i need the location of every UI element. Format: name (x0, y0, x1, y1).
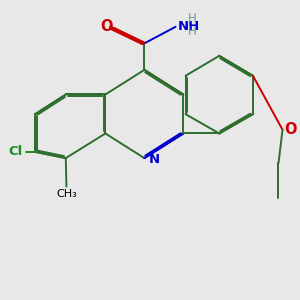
Text: H: H (188, 25, 196, 38)
Text: N: N (148, 153, 159, 166)
Text: O: O (284, 122, 296, 136)
Text: NH: NH (178, 20, 200, 33)
Text: O: O (100, 19, 113, 34)
Text: CH₃: CH₃ (56, 189, 77, 199)
Text: H: H (188, 12, 196, 25)
Text: Cl: Cl (8, 146, 22, 158)
